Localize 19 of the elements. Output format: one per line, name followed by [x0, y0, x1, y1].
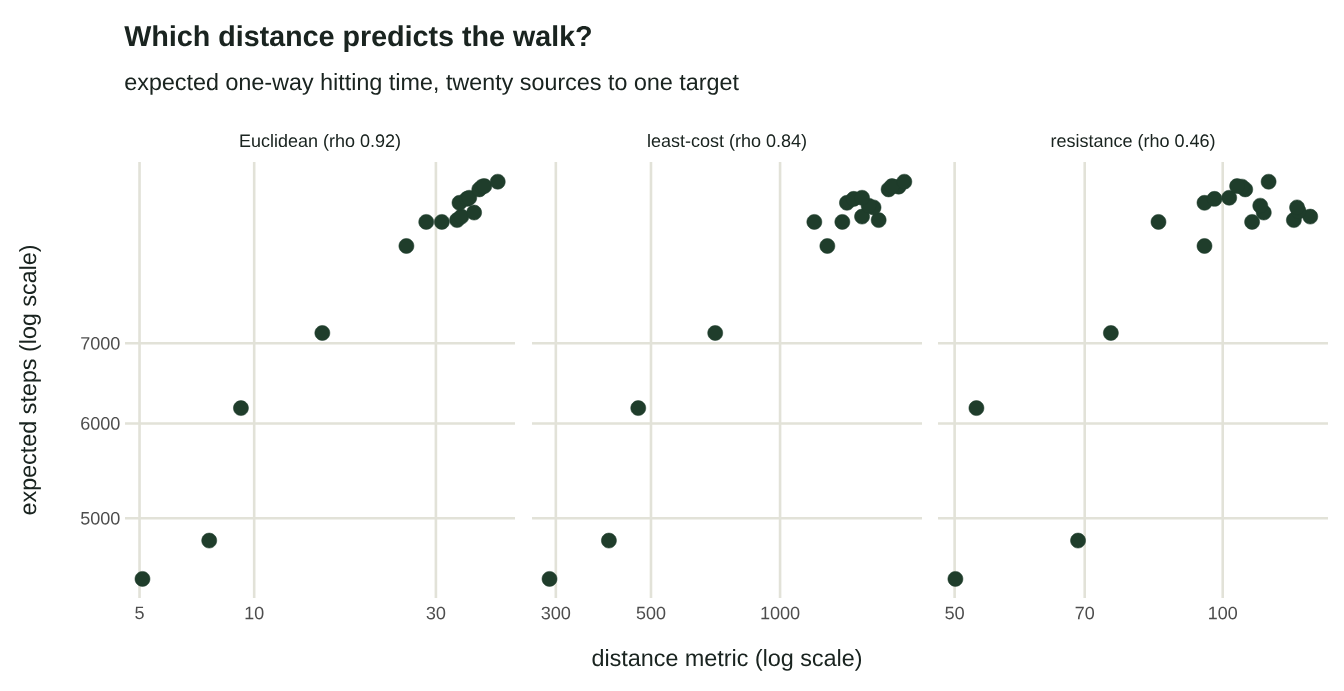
x-tick-label: 70	[1075, 606, 1095, 620]
text: Euclidean (rho 0.92)	[240, 133, 400, 151]
y-tick-label: 7000	[81, 336, 120, 350]
chart-subtitle: expected one-way hitting time, twenty sources to one target	[125, 73, 739, 95]
x-tick-label: 10	[245, 606, 264, 620]
y-tick-label: 5000	[80, 511, 120, 525]
x-tick-label: 50	[945, 606, 964, 620]
x-tick-label: 100	[1209, 606, 1238, 620]
chart-title: Which distance predicts the walk?	[124, 25, 591, 52]
text: resistance (rho 0.46)	[1051, 133, 1215, 151]
x-tick-label: 30	[426, 606, 446, 620]
text: least-cost (rho 0.84)	[648, 133, 806, 151]
x-tick-label: 300	[541, 606, 571, 620]
x-tick-label: 500	[636, 606, 666, 620]
x-tick-label: 5	[135, 606, 144, 620]
y-tick-label: 6000	[81, 417, 120, 430]
x-tick-label: 1000	[761, 606, 800, 620]
x-axis-title: distance metric (log scale)	[592, 649, 862, 671]
y-axis-title: expected steps (log scale)	[19, 245, 41, 515]
